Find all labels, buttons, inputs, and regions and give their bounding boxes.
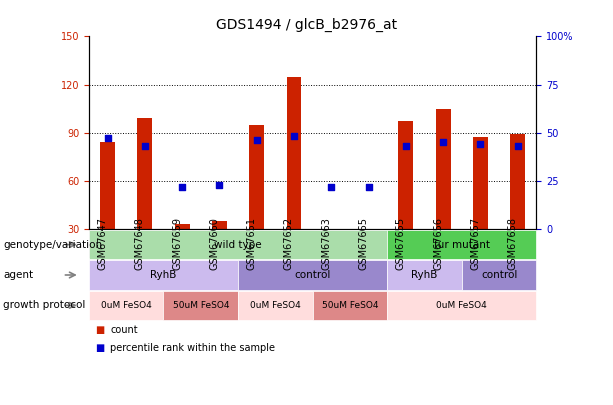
Text: ■: ■ bbox=[95, 343, 104, 353]
Text: GSM67656: GSM67656 bbox=[433, 217, 443, 270]
Text: growth protocol: growth protocol bbox=[3, 301, 85, 310]
Point bbox=[140, 143, 150, 149]
Point bbox=[438, 139, 448, 145]
Bar bbox=[286, 77, 302, 229]
Text: GSM67648: GSM67648 bbox=[135, 217, 145, 270]
Point bbox=[289, 133, 299, 140]
Text: 0uM FeSO4: 0uM FeSO4 bbox=[250, 301, 301, 310]
Bar bbox=[324, 229, 339, 232]
Text: wild type: wild type bbox=[214, 240, 262, 249]
Bar bbox=[212, 221, 227, 229]
Bar bbox=[137, 118, 152, 229]
Text: GSM67665: GSM67665 bbox=[359, 217, 368, 270]
Text: ■: ■ bbox=[95, 325, 104, 335]
Point bbox=[513, 143, 523, 149]
Text: control: control bbox=[481, 270, 517, 280]
Point bbox=[215, 181, 224, 188]
Bar bbox=[398, 122, 413, 229]
Text: percentile rank within the sample: percentile rank within the sample bbox=[110, 343, 275, 353]
Bar bbox=[175, 224, 189, 229]
Text: control: control bbox=[294, 270, 331, 280]
Point bbox=[401, 143, 411, 149]
Text: 50uM FeSO4: 50uM FeSO4 bbox=[322, 301, 378, 310]
Point bbox=[177, 183, 187, 190]
Text: genotype/variation: genotype/variation bbox=[3, 240, 102, 249]
Point bbox=[364, 183, 373, 190]
Text: RyhB: RyhB bbox=[411, 270, 438, 280]
Text: GDS1494 / glcB_b2976_at: GDS1494 / glcB_b2976_at bbox=[216, 18, 397, 32]
Text: 0uM FeSO4: 0uM FeSO4 bbox=[101, 301, 151, 310]
Text: fur mutant: fur mutant bbox=[434, 240, 490, 249]
Bar bbox=[473, 137, 488, 229]
Text: GSM67657: GSM67657 bbox=[470, 217, 481, 270]
Bar bbox=[510, 134, 525, 229]
Bar bbox=[249, 125, 264, 229]
Point bbox=[326, 183, 336, 190]
Bar bbox=[100, 142, 115, 229]
Text: GSM67660: GSM67660 bbox=[210, 217, 219, 270]
Text: GSM67655: GSM67655 bbox=[396, 217, 406, 270]
Text: RyhB: RyhB bbox=[150, 270, 177, 280]
Point bbox=[476, 141, 485, 147]
Text: GSM67652: GSM67652 bbox=[284, 217, 294, 270]
Text: GSM67659: GSM67659 bbox=[172, 217, 182, 270]
Bar bbox=[361, 229, 376, 232]
Point bbox=[252, 137, 262, 144]
Text: count: count bbox=[110, 325, 138, 335]
Text: GSM67647: GSM67647 bbox=[97, 217, 107, 270]
Text: agent: agent bbox=[3, 270, 33, 280]
Text: GSM67651: GSM67651 bbox=[246, 217, 257, 270]
Point bbox=[102, 135, 112, 142]
Text: 0uM FeSO4: 0uM FeSO4 bbox=[436, 301, 487, 310]
Text: GSM67663: GSM67663 bbox=[321, 217, 331, 270]
Text: 50uM FeSO4: 50uM FeSO4 bbox=[172, 301, 229, 310]
Bar bbox=[436, 109, 451, 229]
Text: GSM67658: GSM67658 bbox=[508, 217, 518, 270]
